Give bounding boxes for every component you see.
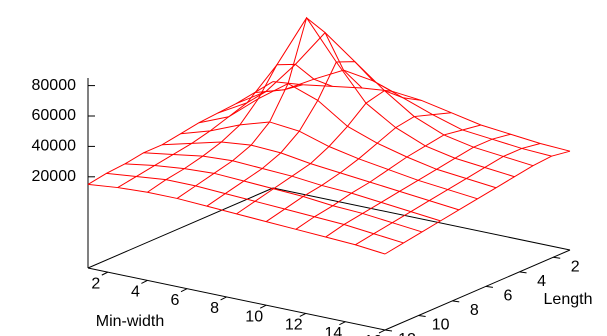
surface-column [147,63,333,193]
x-tick-label: 10 [245,308,263,325]
z-tick-label: 40000 [32,138,77,155]
x-tick [101,271,109,276]
y-tick-label: 10 [432,317,450,334]
x-tick [378,329,386,334]
z-tick-label: 60000 [32,107,77,124]
x-tick-label: 8 [210,300,219,317]
axis-line [87,267,386,331]
surface-column [236,90,422,215]
surface-row [254,69,552,157]
axis-line [87,187,274,269]
surface-column [176,16,363,199]
surface-column [117,84,303,188]
x-tick [299,313,307,317]
surface-row [87,183,386,255]
y-tick-label: 2 [571,258,580,275]
y-tick-label: 6 [503,288,512,305]
x-tick-label: 12 [285,317,303,334]
x-tick [339,321,346,326]
surface-row [124,163,423,233]
y-tick [485,285,493,288]
surface-column [87,81,274,185]
axis-line [384,249,571,331]
surface-column [325,133,511,238]
x-tick-label: 16 [364,333,382,336]
y-tick [519,271,527,274]
x-tick [141,279,148,284]
y-tick [418,314,426,317]
x-tick [259,304,267,309]
axis-line [272,187,571,251]
y-tick-label: 8 [470,302,479,319]
y-tick [384,329,393,332]
surface-column [206,61,393,207]
y-axis-title: Length [544,291,593,308]
x-tick [220,296,227,301]
y-tick-label: 4 [537,273,546,290]
y-tick [553,256,561,259]
x-tick [180,288,188,293]
y-tick-label: 12 [398,331,416,336]
surface-column [384,150,571,255]
y-tick [452,300,460,303]
x-tick-label: 14 [325,325,343,336]
surface-column [265,112,452,223]
x-tick-label: 6 [171,292,180,309]
surface-column [355,142,541,246]
x-tick-label: 2 [91,275,100,292]
z-tick-label: 20000 [32,168,77,185]
z-tick-label: 80000 [32,77,77,94]
x-axis-title: Min-width [96,313,164,330]
x-tick-label: 4 [131,284,140,301]
surface-column [295,124,482,230]
